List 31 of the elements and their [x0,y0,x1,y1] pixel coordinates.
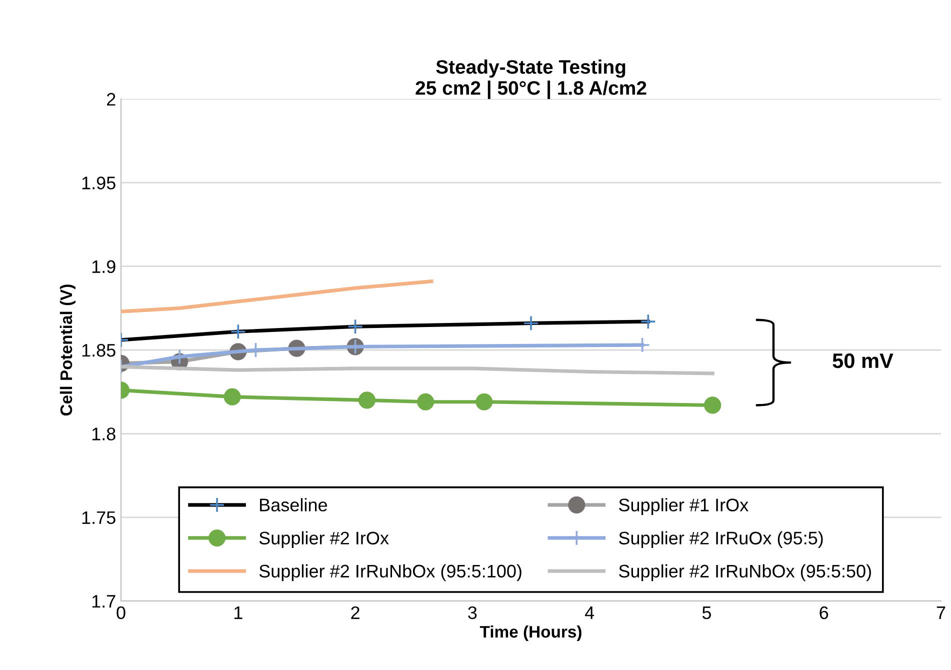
point [224,388,241,406]
legend-label: Supplier #1 IrOx [618,498,748,515]
line-series [121,280,434,314]
chart-title: Steady-State Testing 25 cm2 | 50°C | 1.8 A/cm2 [416,60,646,99]
y-tick-label: 1.75 [82,511,116,524]
y-tick-label: 2 [107,92,116,106]
point [476,393,493,410]
legend-label: Supplier #2 IrRuOx (95:5) [618,531,823,548]
x-tick-label: 7 [936,606,946,619]
point [704,396,722,414]
legend-label: Supplier #2 IrRuNbOx (95:5:100) [259,564,522,582]
x-tick-label: 0 [116,606,126,620]
y-tick-label: 1.85 [82,344,116,357]
x-tick-label: 2 [351,606,360,619]
legend-label: Supplier #2 IrOx [259,531,389,548]
point [417,393,434,410]
x-tick-label: 3 [468,606,477,620]
x-axis-title: Time (Hours) [480,625,582,642]
legend-label: Baseline [260,498,328,512]
x-tick-label: 4 [584,606,594,619]
y-axis-title: Cell Potential (V) [60,284,76,416]
y-tick-label: 1.8 [92,428,116,440]
y-tick-label: 1.95 [82,176,116,190]
point [358,392,376,409]
y-tick-label: 1.7 [92,595,116,608]
legend-label: Supplier #2 IrRuNbOx (95:5:50) [618,564,871,582]
y-tick-label: 1.9 [92,260,116,274]
x-tick-label: 5 [702,606,711,620]
annotation: 50 mV [832,353,894,368]
x-tick-label: 6 [820,606,828,620]
x-tick-label: 1 [234,606,242,619]
